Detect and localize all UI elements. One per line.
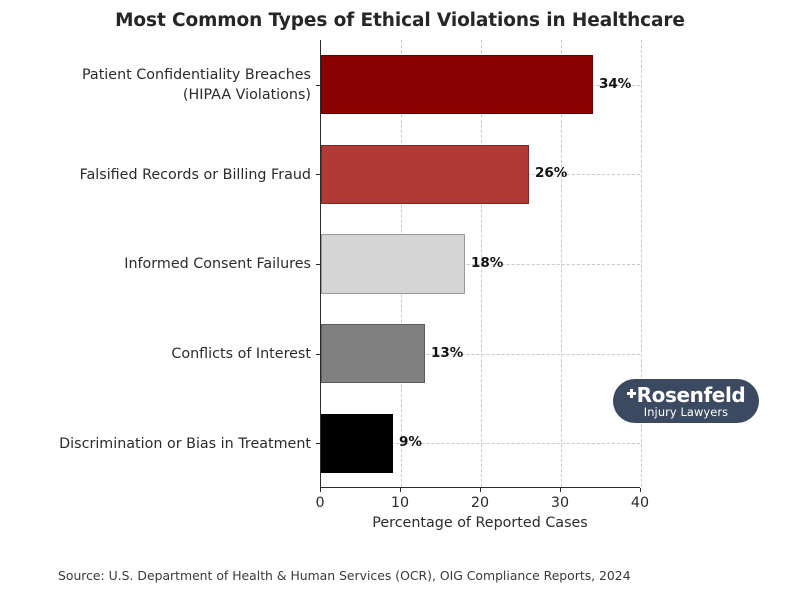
bar[interactable]	[321, 413, 393, 473]
x-axis-title: Percentage of Reported Cases	[372, 515, 588, 531]
y-tick-label: Discrimination or Bias in Treatment	[59, 435, 311, 452]
x-tick-label: 20	[470, 495, 490, 511]
bar[interactable]	[321, 234, 465, 294]
bars-layer: 34% 26% 18% 13% 9%	[321, 40, 640, 487]
bar-value-label: 9%	[399, 434, 422, 451]
bar-value-label: 26%	[535, 165, 568, 182]
y-tick-mark	[316, 353, 320, 355]
x-tick-mark	[320, 488, 321, 492]
watermark-logo: Rosenfeld Injury Lawyers	[613, 379, 759, 423]
x-tick-mark	[560, 488, 561, 492]
x-tick-mark	[480, 488, 481, 492]
logo-brand-row: Rosenfeld	[626, 382, 746, 407]
bar[interactable]	[321, 144, 529, 204]
x-tick-label: 30	[550, 495, 570, 511]
bar-value-label: 34%	[599, 75, 632, 92]
bar-value-label: 18%	[471, 255, 504, 271]
x-tick-label: 0	[315, 495, 325, 511]
logo-brand-text: Rosenfeld	[636, 382, 746, 407]
logo-tagline: Injury Lawyers	[643, 404, 729, 419]
x-tick-label: 10	[390, 495, 410, 511]
x-tick-mark	[400, 488, 401, 492]
source-note: Source: U.S. Department of Health & Huma…	[58, 568, 631, 583]
x-tick-label: 40	[630, 495, 650, 511]
y-tick-label: Falsified Records or Billing Fraud	[79, 166, 311, 183]
y-tick-mark	[316, 84, 320, 86]
x-tick-mark	[640, 488, 641, 492]
y-tick-mark	[316, 264, 320, 265]
cross-icon	[626, 389, 636, 399]
chart-title: Most Common Types of Ethical Violations …	[115, 10, 685, 31]
y-tick-label: Patient Confidentiality Breaches (HIPAA …	[81, 67, 311, 104]
y-tick-label: Informed Consent Failures	[124, 256, 311, 273]
bar-value-label: 13%	[431, 344, 464, 361]
bar[interactable]	[321, 324, 425, 384]
y-tick-label: Conflicts of Interest	[171, 345, 311, 362]
y-tick-mark	[316, 443, 320, 445]
plot-area: 34% 26% 18% 13% 9%	[320, 40, 642, 488]
bar[interactable]	[321, 55, 593, 115]
y-tick-mark	[316, 174, 320, 176]
